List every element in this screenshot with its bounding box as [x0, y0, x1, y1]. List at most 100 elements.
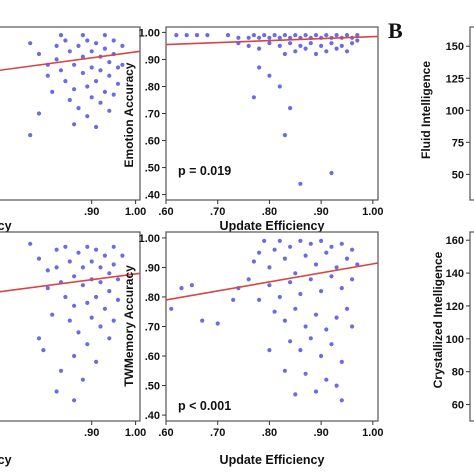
x-axis-label: Update Efficiency	[220, 453, 325, 467]
chart-bottom-middle: .60 .70 .80 .90 1.00 .40 .50 .60 .70 .80 .90 1.00 Up…	[122, 231, 384, 467]
scatter-point	[111, 38, 116, 43]
chart-top-left: .90 1.00 Efficiency	[0, 26, 146, 233]
y-axis-label: Crystallized Intelligence	[431, 251, 445, 388]
scatter-point	[98, 68, 103, 73]
scatter-point	[288, 41, 293, 46]
scatter-point	[28, 41, 33, 46]
y-tick-label: 1.00	[139, 233, 160, 245]
scatter-point	[262, 33, 267, 38]
scatter-point	[303, 253, 308, 258]
x-axis-label: Efficiency	[0, 219, 12, 233]
scatter-point	[36, 256, 42, 261]
scatter-point	[72, 353, 77, 359]
x-axis-label: Update Efficiency	[220, 219, 325, 233]
panel-letter: B	[388, 18, 403, 43]
scatter-point	[277, 294, 282, 300]
scatter-point	[272, 247, 277, 252]
scatter-point	[67, 259, 72, 264]
scatter-point	[76, 106, 81, 111]
scatter-point	[107, 336, 112, 341]
scatter-point	[98, 100, 103, 105]
scatter-point	[267, 35, 272, 40]
scatter-point	[308, 277, 313, 282]
scatter-point	[288, 244, 293, 249]
x-tick-label: .80	[262, 427, 277, 439]
scatter-point	[58, 33, 64, 38]
scatter-point	[89, 95, 94, 100]
scatter-point	[80, 265, 85, 270]
scatter-point	[350, 247, 355, 252]
scatter-point	[28, 133, 33, 138]
scatter-point	[334, 315, 339, 320]
scatter-point	[111, 262, 116, 267]
y-tick-label: .40	[145, 410, 160, 422]
scatter-point	[120, 43, 125, 49]
scatter-point	[94, 359, 99, 364]
scatter-point	[102, 253, 107, 258]
scatter-point	[298, 238, 303, 243]
chart-bottom-left: .90 1.00 Efficiency	[0, 231, 146, 467]
scatter-point	[251, 95, 256, 100]
panels: .90 1.00 Efficiency .60 .70 .80 .90 1.00 .40 .50.…	[0, 26, 474, 467]
scatter-point	[267, 348, 272, 353]
scatter-point	[72, 303, 77, 308]
scatter-point	[298, 348, 303, 353]
scatter-point	[236, 35, 241, 40]
scatter-point	[67, 97, 72, 103]
scatter-point	[257, 65, 262, 70]
scatter-point	[107, 108, 112, 113]
scatter-point	[102, 33, 107, 38]
scatter-point	[267, 265, 272, 270]
scatter-point	[80, 283, 85, 288]
scatter-point	[344, 33, 350, 38]
scatter-point	[257, 297, 262, 302]
scatter-point	[63, 79, 68, 84]
scatter-point	[85, 244, 90, 249]
y-tick-label: 140	[446, 268, 464, 280]
scatter-point	[272, 33, 277, 38]
scatter-point	[200, 318, 205, 323]
scatter-point	[293, 271, 298, 276]
scatter-point	[115, 65, 121, 70]
scatter-point	[339, 286, 344, 291]
scatter-point	[334, 46, 339, 51]
scatter-point	[94, 124, 99, 130]
scatter-point	[319, 238, 324, 243]
scatter-point	[107, 60, 112, 65]
plot-frame	[0, 26, 141, 201]
y-tick-label: 160	[446, 235, 464, 247]
scatter-point	[111, 318, 116, 323]
scatter-point	[303, 46, 308, 51]
scatter-point	[41, 348, 46, 353]
plot-frame	[469, 26, 474, 201]
x-tick-label: .90	[84, 206, 99, 218]
scatter-point	[339, 359, 344, 364]
scatter-point	[344, 49, 350, 54]
scatter-point	[76, 330, 81, 335]
scatter-point	[313, 262, 319, 267]
scatter-point	[308, 241, 313, 246]
scatter-point	[350, 324, 355, 329]
scatter-point	[329, 274, 334, 279]
x-tick-label: 1.00	[362, 206, 383, 218]
scatter-point	[277, 238, 282, 243]
y-tick-label: .50	[145, 381, 160, 393]
scatter-point	[272, 309, 277, 314]
scatter-point	[72, 87, 77, 92]
scatter-point	[257, 250, 262, 255]
scatter-point	[85, 300, 90, 305]
scatter-point	[262, 238, 267, 243]
scatter-point	[288, 339, 293, 344]
scatter-point	[45, 286, 50, 291]
plot-frame	[0, 231, 141, 422]
fit-line	[165, 262, 379, 301]
scatter-point	[194, 33, 200, 38]
scatter-point	[339, 241, 344, 246]
scatter-point	[115, 297, 121, 302]
scatter-point	[89, 65, 94, 70]
fit-line	[0, 50, 141, 72]
scatter-point	[85, 342, 90, 347]
y-tick-label: 80	[452, 367, 464, 379]
y-tick-label: 120	[446, 301, 464, 313]
